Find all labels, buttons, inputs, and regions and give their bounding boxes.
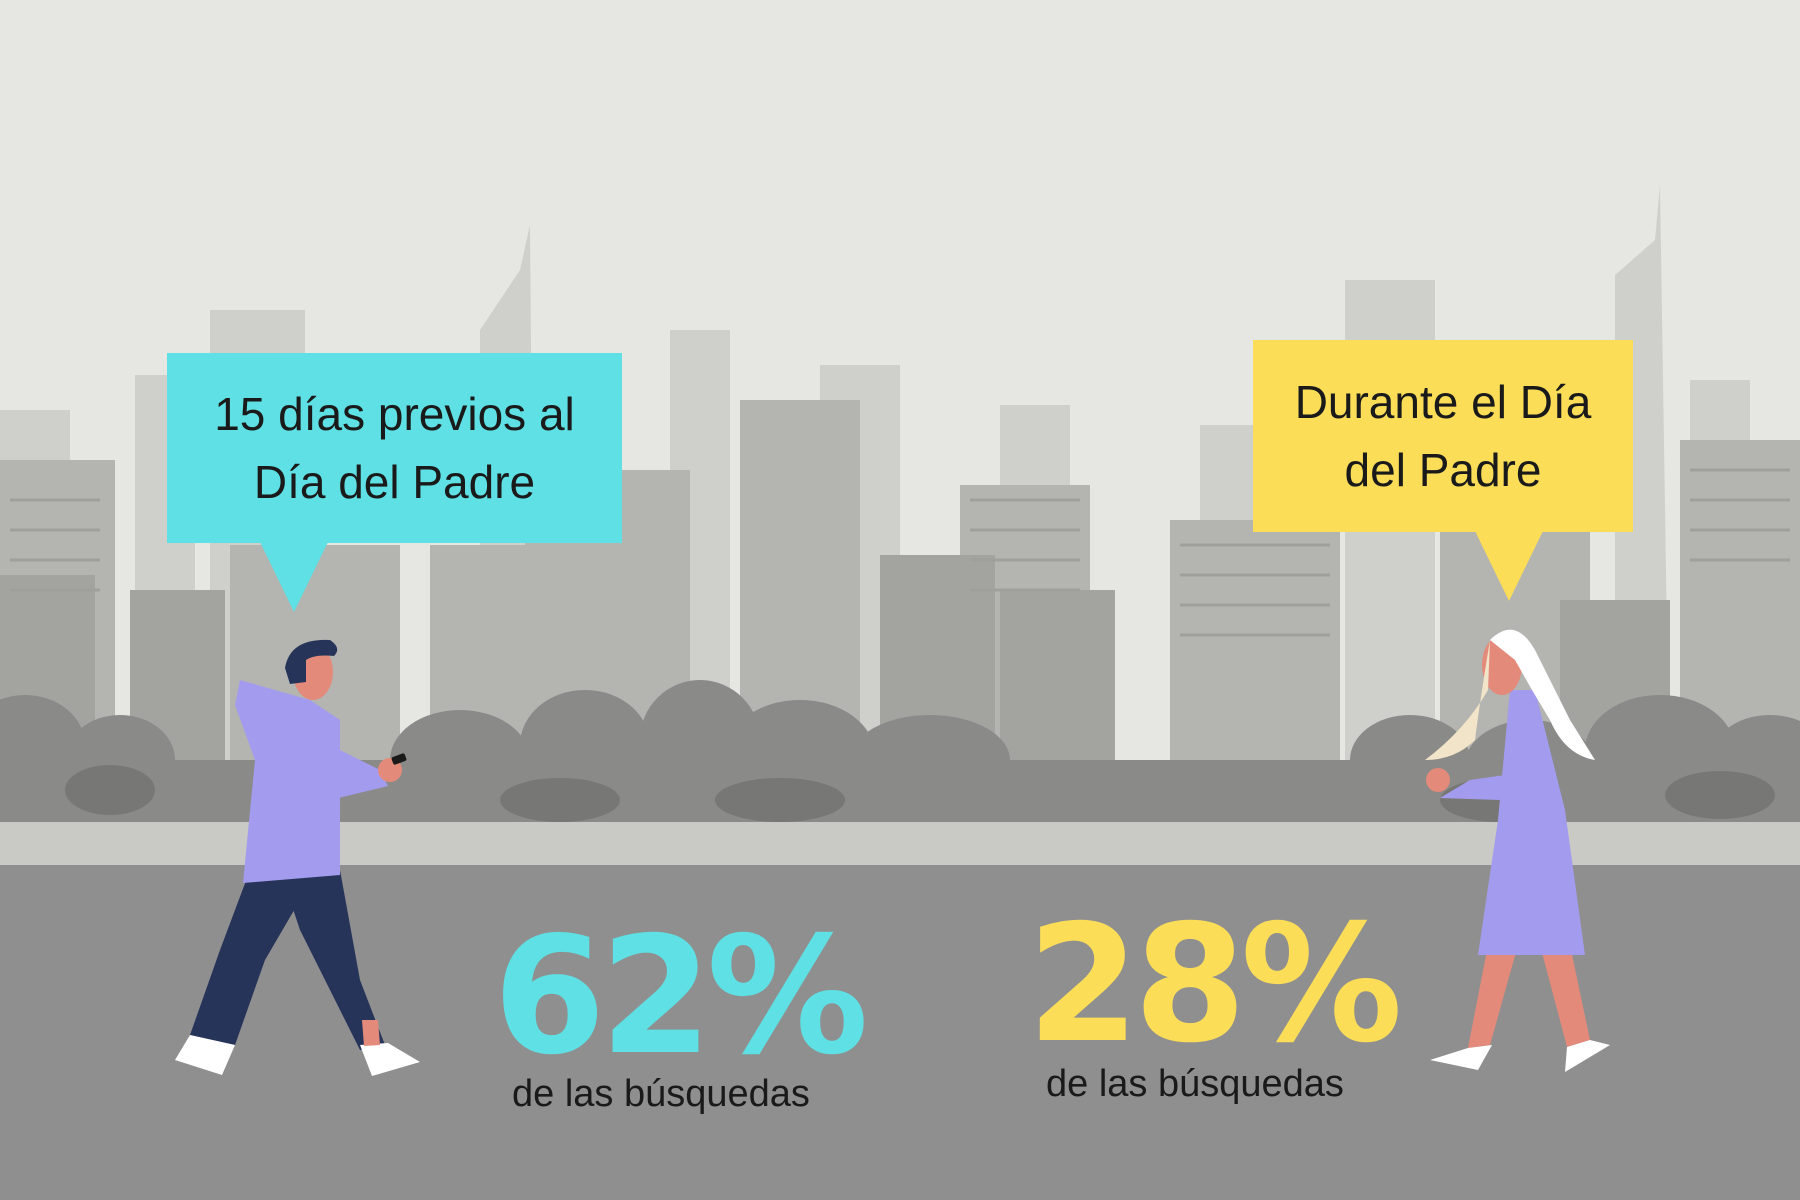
bubble-tail-left — [260, 542, 328, 612]
bubble-tail-right — [1475, 531, 1543, 601]
bubble-before-fathers-day: 15 días previos al Día del Padre — [167, 353, 622, 543]
stat-before-caption: de las búsquedas — [512, 1073, 810, 1115]
bubble-during-fathers-day: Durante el Día del Padre — [1253, 340, 1633, 532]
stat-during-caption: de las búsquedas — [1046, 1063, 1344, 1105]
stat-before-percentage: 62% — [493, 903, 869, 1091]
stat-during-percentage: 28% — [1027, 891, 1403, 1079]
